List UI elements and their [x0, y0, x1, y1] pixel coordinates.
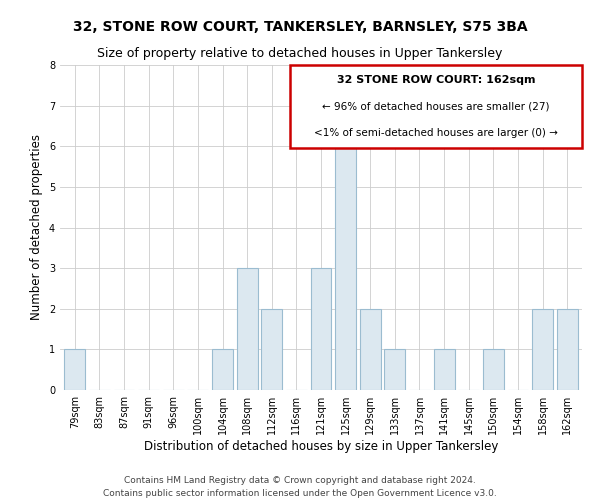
Bar	[212, 350, 233, 390]
Text: ← 96% of detached houses are smaller (27): ← 96% of detached houses are smaller (27…	[322, 102, 550, 112]
Text: <1% of semi-detached houses are larger (0) →: <1% of semi-detached houses are larger (…	[314, 128, 558, 138]
Bar	[335, 106, 356, 390]
X-axis label: Distribution of detached houses by size in Upper Tankersley: Distribution of detached houses by size …	[144, 440, 498, 453]
Bar	[64, 350, 85, 390]
Text: Contains HM Land Registry data © Crown copyright and database right 2024.: Contains HM Land Registry data © Crown c…	[124, 476, 476, 485]
Bar	[434, 350, 455, 390]
Text: Contains public sector information licensed under the Open Government Licence v3: Contains public sector information licen…	[103, 488, 497, 498]
FancyBboxPatch shape	[290, 65, 582, 148]
Bar	[532, 308, 553, 390]
Bar	[360, 308, 381, 390]
Bar	[236, 268, 257, 390]
Bar	[385, 350, 406, 390]
Text: Size of property relative to detached houses in Upper Tankersley: Size of property relative to detached ho…	[97, 48, 503, 60]
Bar	[261, 308, 282, 390]
Text: 32, STONE ROW COURT, TANKERSLEY, BARNSLEY, S75 3BA: 32, STONE ROW COURT, TANKERSLEY, BARNSLE…	[73, 20, 527, 34]
Y-axis label: Number of detached properties: Number of detached properties	[31, 134, 43, 320]
Bar	[483, 350, 504, 390]
Bar	[311, 268, 331, 390]
Bar	[557, 308, 578, 390]
Text: 32 STONE ROW COURT: 162sqm: 32 STONE ROW COURT: 162sqm	[337, 75, 535, 85]
